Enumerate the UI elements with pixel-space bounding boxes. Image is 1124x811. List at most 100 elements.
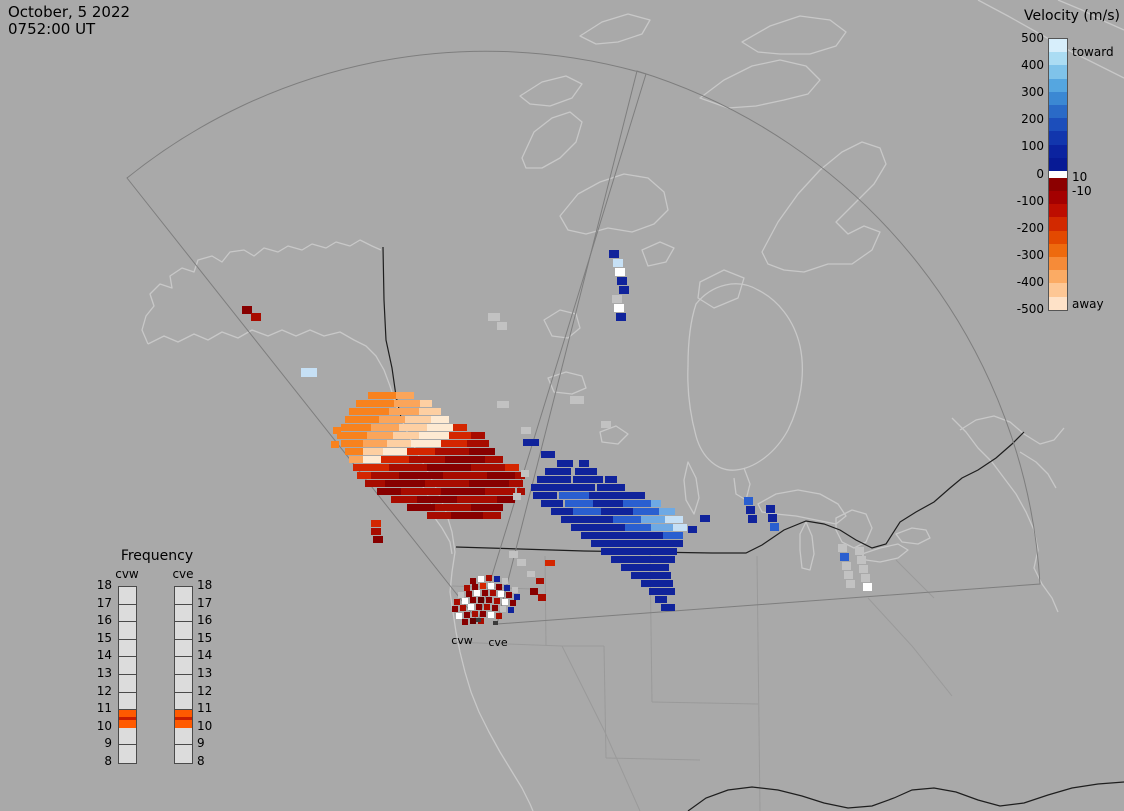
coastline-lake-michigan: [799, 521, 815, 571]
velocity-tick-label: 200: [1021, 112, 1044, 127]
coastline-james-bay: [733, 467, 751, 501]
velocity-cell: [301, 368, 317, 377]
frequency-tick-line: [175, 691, 192, 693]
velocity-cell: [500, 606, 506, 612]
velocity-cell: [533, 492, 557, 499]
velocity-color-segment: [1049, 91, 1067, 105]
frequency-tick-label: 17: [96, 595, 112, 610]
velocity-cell: [537, 476, 571, 483]
plus-ten-label: 10: [1072, 170, 1088, 184]
velocity-cell: [470, 578, 476, 584]
velocity-colorbar: [1048, 38, 1068, 311]
velocity-color-segment: [1049, 65, 1067, 79]
frequency-highlight-line: [175, 717, 192, 721]
velocity-cell: [557, 460, 573, 467]
frequency-tick-line: [175, 656, 192, 658]
velocity-cell: [637, 532, 663, 539]
frequency-tick-line: [175, 744, 192, 746]
coastline-atlantic: [951, 417, 1059, 613]
velocity-cell: [470, 618, 476, 624]
away-label: away: [1072, 297, 1104, 311]
state-border: [756, 555, 761, 811]
frequency-tick-label: 12: [197, 683, 213, 698]
velocity-cell: [842, 562, 851, 570]
radar-fov-cve: [496, 70, 1041, 625]
velocity-cell: [855, 547, 864, 555]
velocity-cell: [673, 524, 687, 531]
velocity-cell: [838, 544, 847, 552]
velocity-tick-labels: 500 400 300 200 100 0 -100 -200 -300 -400 -500: [1004, 31, 1044, 318]
velocity-cell: [353, 464, 365, 471]
frequency-tick-line: [175, 621, 192, 623]
velocity-cell: [488, 313, 500, 321]
frequency-tick-label: 15: [96, 630, 112, 645]
velocity-cell: [657, 548, 677, 555]
velocity-color-segment: [1049, 104, 1067, 119]
velocity-cell: [341, 440, 363, 447]
frequency-tick-label: 11: [197, 701, 213, 716]
coastline-great-slave-lake: [547, 371, 587, 395]
velocity-cell: [472, 584, 478, 590]
velocity-cell: [471, 432, 485, 439]
velocity-cell: [427, 464, 471, 471]
coastline-island: [431, 513, 453, 555]
velocity-color-segment: [1049, 118, 1067, 132]
frequency-bar-cvw: [118, 586, 137, 764]
velocity-cell: [637, 556, 663, 563]
velocity-cell: [480, 611, 486, 617]
velocity-cell: [748, 515, 757, 523]
coastline-alaska-north: [141, 239, 382, 345]
velocity-cell: [629, 548, 657, 555]
velocity-cell: [242, 306, 252, 314]
velocity-tick-label: -300: [1016, 247, 1044, 262]
velocity-cell: [385, 480, 425, 487]
velocity-cell: [474, 590, 480, 596]
us-canada-border: [455, 431, 1025, 554]
velocity-cell: [345, 448, 363, 455]
velocity-cell: [468, 604, 474, 610]
velocity-cell: [746, 506, 755, 514]
velocity-cell: [464, 612, 470, 618]
frequency-col-cvw: cvw: [115, 567, 139, 581]
velocity-cell: [508, 607, 514, 613]
velocity-color-segment: [1049, 191, 1067, 205]
coastline-lake-erie: [861, 543, 909, 563]
velocity-cell: [571, 524, 595, 531]
velocity-cell: [466, 591, 472, 597]
frequency-tick-line: [119, 674, 136, 675]
velocity-color-segment: [1049, 39, 1067, 53]
velocity-cell: [399, 472, 443, 479]
velocity-cell: [515, 472, 525, 479]
velocity-cell: [441, 440, 467, 447]
radar-site-cvw-marker: [476, 618, 481, 622]
frequency-tick-label: 9: [197, 736, 205, 751]
velocity-cell: [597, 484, 625, 491]
velocity-cell: [641, 516, 665, 523]
velocity-cell: [517, 559, 526, 566]
velocity-color-segment: [1049, 131, 1067, 145]
frequency-highlight-cve: [175, 710, 192, 728]
velocity-cell: [579, 460, 589, 467]
velocity-cell: [396, 392, 414, 399]
velocity-tick-label: 500: [1021, 31, 1044, 45]
velocity-cell: [645, 564, 669, 571]
velocity-cell: [356, 400, 394, 407]
velocity-tick-label: -100: [1016, 193, 1044, 208]
velocity-cell: [443, 472, 487, 479]
velocity-cell: [367, 432, 393, 439]
velocity-cell: [633, 508, 659, 515]
coastline-arctic-island: [699, 59, 821, 109]
velocity-cell: [431, 416, 449, 423]
velocity-cell: [844, 571, 853, 579]
velocity-cell: [373, 536, 383, 543]
velocity-color-segment: [1049, 52, 1067, 66]
coastline-arctic-island: [519, 75, 583, 107]
velocity-cell: [601, 548, 629, 555]
coastline-great-bear-lake: [543, 309, 581, 339]
state-border: [895, 559, 935, 599]
velocity-cell: [494, 576, 500, 582]
velocity-color-segment: [1049, 157, 1067, 171]
velocity-cell: [452, 606, 458, 612]
velocity-cell: [478, 576, 484, 582]
velocity-cell: [365, 464, 389, 471]
